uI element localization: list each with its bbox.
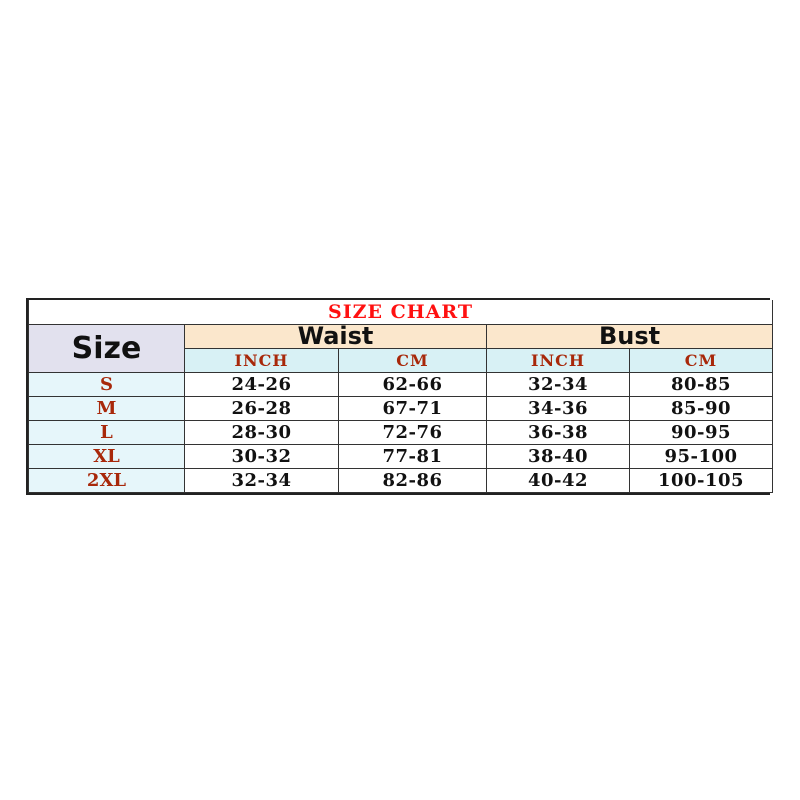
table-row: 2XL 32-34 82-86 40-42 100-105 [28,467,774,493]
bust-cm-cell: 80-85 [628,371,774,397]
waist-inch-cell: 32-34 [184,467,339,493]
waist-cm-cell: 82-86 [338,467,487,493]
bust-inch-header: INCH [486,347,630,373]
bust-cm-cell: 90-95 [628,419,774,445]
size-cell: 2XL [28,467,185,493]
bust-inch-cell: 36-38 [486,419,630,445]
bust-inch-cell: 34-36 [486,395,630,421]
bust-cm-header: CM [628,347,774,373]
waist-inch-cell: 24-26 [184,371,339,397]
table-row: L 28-30 72-76 36-38 90-95 [28,419,774,445]
waist-cm-header: CM [338,347,487,373]
size-cell: XL [28,443,185,469]
table-row: S 24-26 62-66 32-34 80-85 [28,371,774,397]
waist-inch-cell: 28-30 [184,419,339,445]
bust-inch-cell: 32-34 [486,371,630,397]
waist-cm-cell: 62-66 [338,371,487,397]
waist-inch-cell: 30-32 [184,443,339,469]
waist-cm-cell: 77-81 [338,443,487,469]
waist-inch-header: INCH [184,347,339,373]
waist-inch-cell: 26-28 [184,395,339,421]
bust-cm-cell: 95-100 [628,443,774,469]
bust-cm-cell: 85-90 [628,395,774,421]
chart-title: SIZE CHART [27,300,774,325]
size-cell: S [28,371,185,397]
size-cell: M [28,395,185,421]
waist-cm-cell: 67-71 [338,395,487,421]
size-chart: SIZE CHART Size Waist Bust INCH CM INCH … [26,298,774,495]
waist-cm-cell: 72-76 [338,419,487,445]
size-header: Size [28,323,185,373]
bust-inch-cell: 40-42 [486,467,630,493]
bust-inch-cell: 38-40 [486,443,630,469]
table-row: XL 30-32 77-81 38-40 95-100 [28,443,774,469]
bust-cm-cell: 100-105 [628,467,774,493]
size-cell: L [28,419,185,445]
waist-header: Waist [184,323,487,349]
table-row: M 26-28 67-71 34-36 85-90 [28,395,774,421]
size-chart-table: SIZE CHART Size Waist Bust INCH CM INCH … [27,300,774,493]
bust-header: Bust [485,323,774,349]
